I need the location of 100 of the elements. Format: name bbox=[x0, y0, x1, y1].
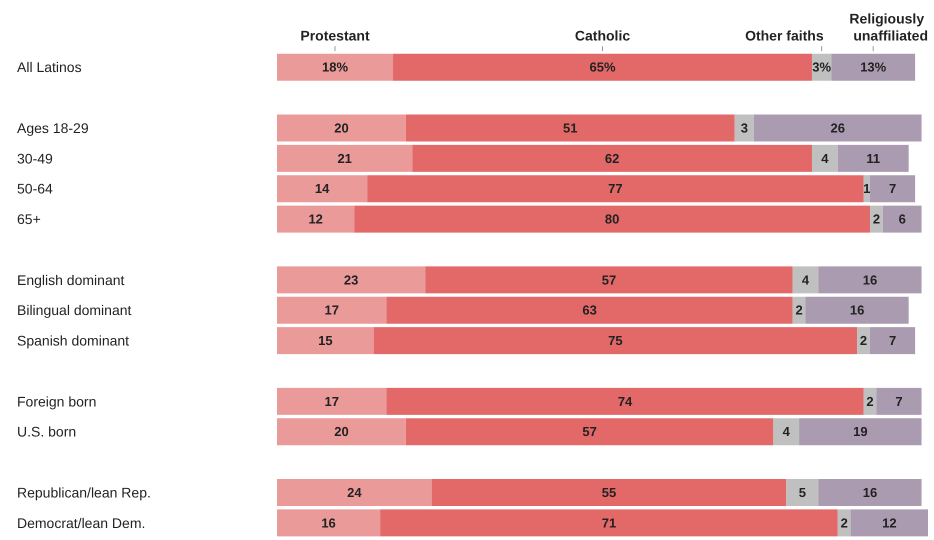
series-label: Religiously unaffiliated bbox=[849, 10, 928, 44]
data-label: 16 bbox=[862, 484, 878, 500]
y-tick-label: 30-49 bbox=[17, 150, 54, 166]
bar bbox=[406, 418, 774, 446]
bar bbox=[277, 388, 387, 415]
y-tick-label: U.S. born bbox=[17, 424, 76, 440]
bar bbox=[374, 327, 858, 354]
data-label: 7 bbox=[888, 181, 896, 196]
data-label: 12 bbox=[308, 212, 323, 227]
data-label: 77 bbox=[608, 181, 623, 196]
data-label: 24 bbox=[347, 484, 362, 500]
bar bbox=[773, 418, 800, 446]
bar bbox=[870, 327, 916, 354]
bar bbox=[277, 296, 387, 324]
bar bbox=[277, 327, 374, 354]
bar bbox=[277, 509, 380, 536]
bar bbox=[367, 175, 864, 202]
bar bbox=[850, 509, 928, 536]
data-label: 18% bbox=[322, 60, 348, 75]
data-label: 14 bbox=[314, 181, 330, 196]
data-label: 6 bbox=[898, 212, 906, 227]
y-tick-label: English dominant bbox=[17, 272, 125, 288]
data-label: 51 bbox=[563, 120, 578, 136]
data-label: 5 bbox=[798, 484, 806, 500]
data-label: 13% bbox=[860, 60, 887, 75]
bar bbox=[818, 266, 922, 294]
data-label: 11 bbox=[866, 150, 880, 166]
y-tick-label: Bilingual dominant bbox=[17, 302, 132, 318]
data-label: 74 bbox=[618, 394, 634, 409]
bar bbox=[354, 206, 870, 233]
series-label: Protestant bbox=[300, 28, 370, 44]
bar bbox=[412, 144, 812, 172]
data-label: 2 bbox=[840, 515, 848, 530]
data-label: 16 bbox=[850, 302, 864, 318]
bar bbox=[380, 509, 838, 536]
data-label: 75 bbox=[608, 333, 623, 348]
data-label: 57 bbox=[582, 424, 597, 440]
y-tick-label: Ages 18-29 bbox=[17, 120, 89, 136]
bar bbox=[432, 478, 786, 506]
data-label: 15 bbox=[318, 333, 333, 348]
data-label: 2 bbox=[866, 394, 874, 409]
bar bbox=[786, 478, 818, 506]
data-label: 20 bbox=[334, 120, 349, 136]
data-label: 17 bbox=[324, 394, 340, 409]
bar bbox=[812, 144, 838, 172]
bar bbox=[734, 114, 754, 142]
data-label: 23 bbox=[344, 272, 358, 288]
data-label: 1 bbox=[863, 181, 870, 196]
bar bbox=[406, 114, 735, 142]
data-label: 20 bbox=[334, 424, 349, 440]
y-tick-label: Spanish dominant bbox=[17, 332, 130, 349]
data-label: 71 bbox=[602, 515, 616, 530]
bar bbox=[425, 266, 793, 294]
bar bbox=[277, 206, 354, 233]
bar bbox=[277, 418, 406, 446]
bar bbox=[792, 266, 818, 294]
data-label: 17 bbox=[324, 302, 340, 318]
bar bbox=[876, 388, 922, 415]
data-label: 16 bbox=[321, 515, 336, 530]
data-label: 7 bbox=[888, 333, 896, 348]
bar bbox=[277, 54, 394, 81]
bar bbox=[806, 296, 909, 324]
bar bbox=[838, 144, 909, 172]
bar bbox=[386, 296, 793, 324]
bar bbox=[277, 266, 426, 294]
data-label: 65% bbox=[589, 60, 616, 75]
bar bbox=[277, 114, 406, 142]
bar bbox=[393, 54, 812, 81]
data-label: 4 bbox=[782, 424, 791, 440]
data-label: 63 bbox=[582, 302, 597, 318]
y-tick-label: Democrat/lean Dem. bbox=[17, 514, 146, 531]
data-label: 4 bbox=[802, 272, 810, 288]
series-label: Other faiths bbox=[745, 28, 824, 44]
data-label: 26 bbox=[830, 120, 845, 136]
data-label: 3 bbox=[740, 120, 748, 136]
data-label: 2 bbox=[795, 302, 803, 318]
bar bbox=[799, 418, 922, 446]
bar bbox=[754, 114, 922, 142]
y-tick-label: All Latinos bbox=[17, 59, 82, 76]
y-tick-label: 65+ bbox=[17, 211, 41, 228]
bar bbox=[277, 478, 432, 506]
data-label: 7 bbox=[895, 394, 903, 409]
bar bbox=[277, 175, 368, 202]
data-label: 2 bbox=[860, 333, 868, 348]
data-label: 57 bbox=[602, 272, 616, 288]
data-label: 80 bbox=[604, 212, 620, 227]
data-label: 19 bbox=[853, 424, 868, 440]
data-label: 4 bbox=[821, 150, 830, 166]
bar bbox=[831, 54, 916, 81]
data-label: 21 bbox=[337, 150, 352, 166]
y-tick-label: Republican/lean Rep. bbox=[17, 484, 151, 500]
data-label: 2 bbox=[872, 212, 880, 227]
bar bbox=[277, 144, 412, 172]
bar bbox=[386, 388, 864, 415]
bar bbox=[818, 478, 922, 506]
series-label: Catholic bbox=[574, 28, 630, 44]
data-label: 55 bbox=[602, 484, 616, 500]
data-label: 62 bbox=[604, 150, 620, 166]
bar bbox=[882, 206, 922, 233]
data-label: 3% bbox=[812, 60, 832, 75]
